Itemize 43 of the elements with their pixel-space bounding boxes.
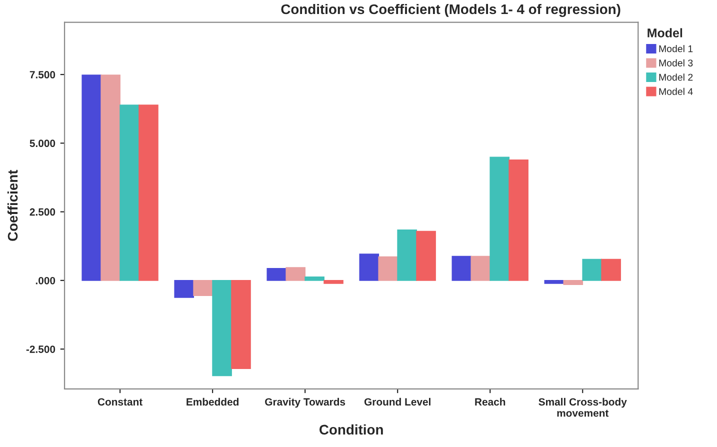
bar [212,280,232,376]
bar [231,280,251,369]
bar [452,256,472,281]
x-tick-label: Gravity Towards [265,398,346,408]
legend-label: Model 3 [659,59,693,66]
y-tick-label: 2.500 [30,208,56,216]
legend-title: Model [648,28,682,38]
bar [174,280,194,298]
x-tick-label: Ground Level [364,398,430,406]
x-tick-label: Constant [98,398,142,406]
bar [378,256,398,281]
bar [266,268,287,281]
bar [138,104,158,281]
y-tick-label: 7.500 [30,71,56,78]
y-axis-title: Coefficient [7,170,18,241]
x-tick-label: Reach [475,398,506,406]
bar [359,254,380,281]
bar [324,280,344,284]
bar [470,256,491,281]
y-tick-label: .000 [36,276,56,284]
x-axis-title: Condition [320,424,383,435]
bar [582,258,602,281]
y-tick-label: 5.000 [30,140,56,148]
bar [508,159,528,281]
chart-title: Condition vs Coefficient (Models 1- 4 of regression) [281,4,620,17]
legend-label: Model 1 [659,45,693,52]
legend-label: Model 2 [659,74,693,81]
bar [304,276,324,281]
bar [544,280,564,284]
bar [120,104,140,281]
x-tick-label: Embedded [186,398,238,406]
bar [286,267,306,281]
bar [397,230,417,281]
bar [82,74,102,281]
legend-label: Model 4 [659,88,693,95]
bar [490,156,510,281]
x-tick-label: Small Cross-body movement [538,398,627,417]
bar [100,74,120,281]
bar [416,230,436,281]
bar [601,258,621,281]
y-tick-label: -2.500 [26,346,56,353]
bar [563,280,584,285]
bar [193,280,213,296]
